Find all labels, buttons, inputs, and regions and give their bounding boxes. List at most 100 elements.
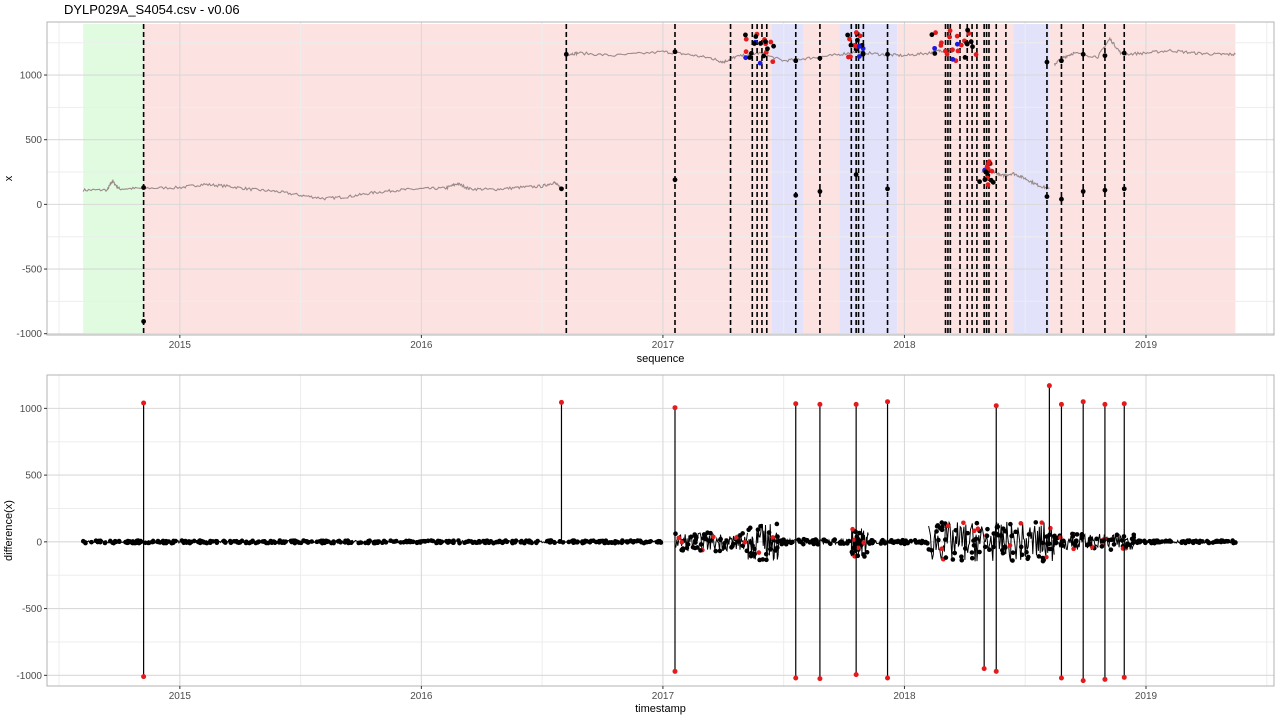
changepoint-point: [1102, 187, 1108, 193]
changepoint-point: [559, 186, 564, 192]
diff-point: [248, 539, 254, 545]
diff-point: [96, 538, 101, 544]
diff-point: [831, 538, 837, 543]
spike-point-high: [672, 405, 678, 411]
diff-point: [155, 538, 161, 544]
region-green: [83, 24, 144, 333]
cluster-point: [743, 55, 749, 61]
changepoint-point: [817, 189, 823, 194]
diff-point: [571, 540, 576, 546]
y-tick-label: 0: [36, 200, 42, 211]
diff-point: [850, 526, 855, 532]
spike-point-high: [993, 403, 999, 409]
diff-point: [1129, 536, 1135, 542]
diff-point: [701, 532, 707, 537]
x-tick-label: 2019: [1135, 340, 1158, 351]
diff-point: [688, 534, 694, 540]
diff-point: [755, 527, 761, 532]
diff-point: [1024, 549, 1029, 555]
diff-point: [281, 539, 286, 544]
spike-point-high: [817, 401, 823, 407]
diff-point: [138, 539, 144, 545]
diff-point: [430, 538, 436, 544]
diff-point: [721, 545, 727, 550]
diff-point: [584, 539, 590, 544]
diff-point: [851, 545, 856, 551]
diff-point: [934, 529, 939, 534]
x-tick-label: 2019: [1135, 691, 1158, 702]
diff-point: [648, 539, 653, 544]
y-tick-label: -1000: [16, 329, 42, 340]
diff-point: [965, 530, 970, 536]
spike-point-low: [672, 668, 678, 674]
cluster-point: [985, 182, 991, 188]
diff-point: [973, 536, 979, 542]
diff-point: [1108, 547, 1114, 552]
region-blue: [839, 24, 898, 333]
diff-point: [916, 540, 922, 545]
cluster-point: [770, 59, 776, 65]
diff-point: [855, 545, 861, 551]
series-line-4: [1053, 36, 1236, 67]
y-tick-label: -500: [22, 604, 42, 615]
diff-point: [237, 539, 243, 545]
y-tick-label: 0: [36, 537, 42, 548]
diff-point: [685, 542, 691, 547]
diff-noise-line: [674, 532, 748, 553]
diff-point: [684, 545, 690, 551]
diff-point: [1132, 539, 1138, 544]
diff-point: [1010, 558, 1015, 563]
diff-point: [253, 540, 259, 546]
diff-point: [939, 546, 945, 552]
plot-content: [82, 24, 1236, 333]
diff-point: [566, 539, 572, 545]
diff-point: [470, 540, 476, 545]
spike-point-low: [817, 676, 823, 682]
diff-point: [961, 520, 966, 526]
cluster-point: [853, 30, 859, 35]
diff-point: [693, 538, 698, 544]
series-line-1: [82, 178, 562, 201]
diff-point: [889, 538, 894, 543]
diff-point: [1036, 554, 1042, 559]
diff-point: [861, 540, 867, 545]
spike-point-high: [1102, 401, 1108, 407]
diff-point: [609, 540, 615, 545]
diff-point: [375, 539, 380, 544]
diff-point: [367, 538, 372, 544]
diff-point: [1114, 532, 1120, 538]
y-tick-label: 500: [25, 471, 42, 482]
cluster-point: [964, 40, 970, 46]
diff-point: [1187, 538, 1192, 543]
diff-point: [945, 523, 951, 529]
diff-point: [371, 540, 377, 546]
diff-point: [208, 538, 213, 544]
diff-point: [857, 530, 862, 536]
series-line-2: [566, 48, 954, 64]
diff-point: [752, 546, 757, 552]
diff-point: [939, 527, 944, 532]
cluster-point: [950, 47, 955, 53]
diff-point: [319, 540, 325, 546]
cluster-point: [768, 39, 774, 45]
diff-point: [408, 539, 414, 544]
diff-point: [730, 543, 735, 549]
diff-point: [701, 535, 706, 541]
diff-point: [335, 539, 341, 544]
diff-point: [849, 549, 855, 555]
diff-point: [690, 544, 696, 550]
changepoint-point: [1080, 51, 1086, 57]
cluster-point: [848, 54, 853, 60]
y-tick-label: 1000: [20, 404, 43, 415]
y-tick-label: -1000: [16, 671, 42, 682]
cluster-point: [965, 27, 971, 33]
changepoint-point: [793, 58, 799, 64]
diff-point: [734, 535, 739, 540]
diff-point: [522, 540, 527, 546]
x-tick-label: 2015: [169, 340, 192, 351]
diff-point: [552, 540, 557, 546]
diff-point: [1007, 543, 1013, 548]
changepoint-point: [1080, 189, 1086, 194]
diff-point: [1070, 534, 1076, 539]
